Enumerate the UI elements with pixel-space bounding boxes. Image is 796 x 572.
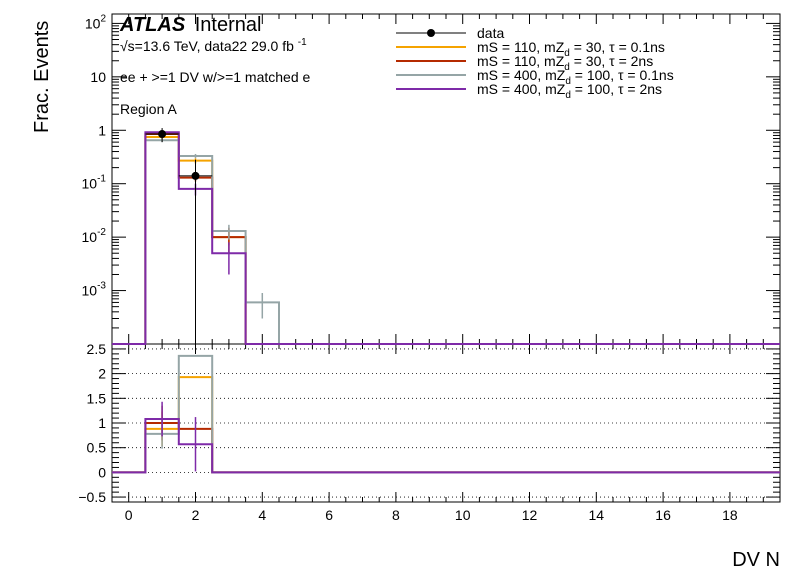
region-label: Region A	[120, 101, 177, 117]
data-points	[145, 128, 213, 344]
data-point	[158, 130, 167, 139]
ratio-histograms	[112, 354, 780, 474]
atlas-logo-text: ATLAS	[119, 14, 186, 36]
x-tick-label: 8	[392, 507, 400, 523]
hist-mS400_tau2	[112, 131, 780, 345]
energy-lumi-label: √s=13.6 TeV, data22 29.0 fb -1	[120, 37, 307, 54]
y-axis-label: Frac. Events	[31, 21, 53, 133]
ratio-hist-mS400_tau2	[112, 418, 780, 474]
legend-label-mS110_tau01: mS = 110, mZd = 30, τ = 0.1ns	[477, 39, 665, 59]
legend-label-data: data	[477, 25, 504, 41]
y-tick-label-ratio: −0.5	[78, 489, 106, 505]
energy-text: √s=13.6 TeV, data22 29.0 fb	[120, 38, 294, 54]
y-tick-label-main: 102	[85, 13, 107, 31]
y-tick-label-main: 10	[90, 69, 106, 85]
y-tick-label-ratio: 1.5	[87, 390, 107, 406]
y-tick-label-main: 10-1	[82, 174, 107, 192]
y-tick-label-main: 10-3	[82, 281, 107, 299]
selection-label: ee + >=1 DV w/>=1 matched e	[120, 69, 311, 85]
x-tick-label: 14	[589, 507, 605, 523]
legend-label-mS110_tau2: mS = 110, mZd = 30, τ = 2ns	[477, 53, 653, 73]
main-histograms	[112, 130, 780, 345]
y-tick-label-ratio: 0	[98, 464, 106, 480]
y-tick-label-ratio: 1	[98, 415, 106, 431]
data-point	[191, 171, 200, 180]
x-tick-label: 12	[522, 507, 538, 523]
internal-label: Internal	[195, 14, 262, 36]
y-tick-label-ratio: 2	[98, 366, 106, 382]
y-tick-label-ratio: 2.5	[87, 341, 107, 357]
y-tick-label-ratio: 0.5	[87, 440, 107, 456]
x-axis-label: DV N	[732, 549, 780, 571]
x-tick-label: 4	[258, 507, 266, 523]
y-tick-label-main: 10-2	[82, 227, 107, 245]
x-tick-label: 18	[722, 507, 738, 523]
legend-label-mS400_tau2: mS = 400, mZd = 100, τ = 2ns	[477, 81, 662, 101]
x-tick-label: 10	[455, 507, 471, 523]
x-tick-label: 0	[125, 507, 133, 523]
x-tick-label: 16	[655, 507, 671, 523]
legend-data-marker	[427, 29, 435, 37]
axis-ticks: 0 2 4 6 8 10 12 14 16 1810-310-210-1110102−0.500.…	[78, 13, 781, 523]
lumi-unit-exponent: -1	[298, 37, 307, 48]
y-tick-label-main: 1	[98, 122, 106, 138]
atlas-label: ATLAS Internal	[119, 14, 261, 36]
x-tick-label: 2	[192, 507, 200, 523]
legend-label-mS400_tau01: mS = 400, mZd = 100, τ = 0.1ns	[477, 67, 674, 87]
x-tick-label: 6	[325, 507, 333, 523]
